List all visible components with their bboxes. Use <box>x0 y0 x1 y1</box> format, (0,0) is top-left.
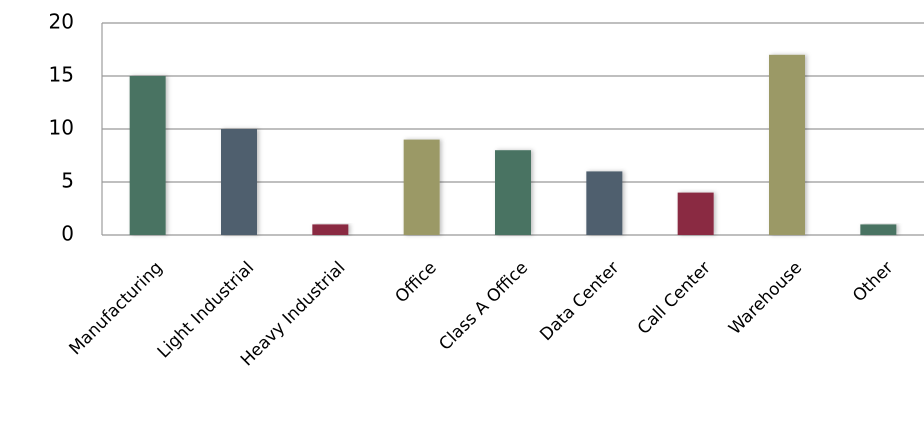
x-tick-label: Manufacturing <box>66 258 167 359</box>
x-tick-label: Call Center <box>634 258 715 339</box>
bar <box>769 54 805 235</box>
bar <box>495 150 531 235</box>
x-tick-label: Other <box>849 258 897 306</box>
bar <box>312 224 349 235</box>
x-tick-label: Warehouse <box>725 258 806 339</box>
bar <box>403 139 440 235</box>
y-tick-label: 5 <box>61 169 74 193</box>
bar <box>677 192 714 235</box>
bar <box>586 171 623 235</box>
y-tick-label: 0 <box>61 222 74 246</box>
x-tick-label: Class A Office <box>435 258 532 355</box>
y-tick-label: 15 <box>49 63 74 87</box>
bar <box>129 76 166 235</box>
bar <box>221 129 257 235</box>
y-tick-label: 10 <box>49 116 74 140</box>
x-tick-label: Light Industrial <box>154 258 258 362</box>
y-tick-label: 20 <box>49 10 74 34</box>
x-tick-label: Office <box>392 258 441 307</box>
bar <box>860 224 897 235</box>
x-tick-label: Data Center <box>536 258 623 345</box>
